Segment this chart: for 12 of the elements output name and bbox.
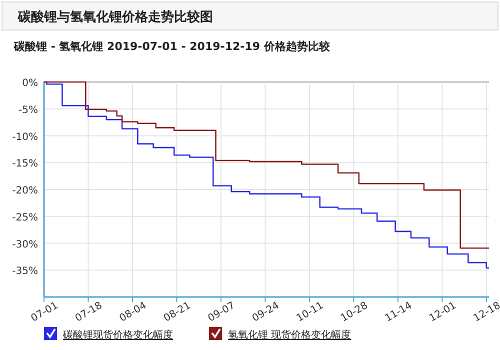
title: 碳酸锂与氢氧化锂价格走势比较图 <box>18 10 213 25</box>
y-tick-label: -25% <box>12 212 38 224</box>
subtitle: 碳酸锂 - 氢氧化锂 2019-07-01 - 2019-12-19 价格趋势比较 <box>14 40 330 53</box>
y-tick-label: 0% <box>22 78 38 89</box>
legend-label: 氢氧化锂 现货价格变化幅度 <box>228 329 352 341</box>
y-tick-label: -35% <box>12 266 38 278</box>
y-tick-label: -15% <box>12 158 38 170</box>
legend-label: 碳酸锂现货价格变化幅度 <box>62 329 173 341</box>
y-tick-label: -10% <box>12 132 38 143</box>
y-tick-label: -30% <box>12 239 38 250</box>
y-tick-label: -5% <box>18 104 38 116</box>
y-tick-label: -20% <box>12 186 38 196</box>
